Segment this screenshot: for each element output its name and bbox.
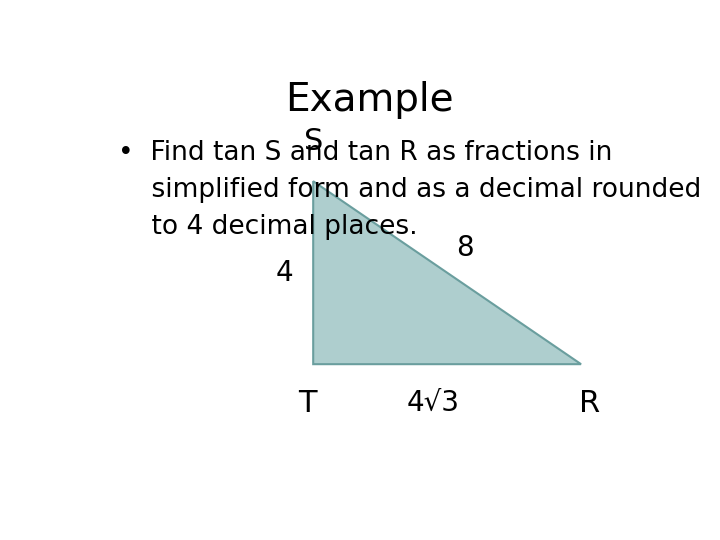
- Text: T: T: [298, 389, 317, 418]
- Text: R: R: [579, 389, 600, 418]
- Text: to 4 decimal places.: to 4 decimal places.: [118, 214, 418, 240]
- Text: •  Find tan S and tan R as fractions in: • Find tan S and tan R as fractions in: [118, 140, 612, 166]
- Text: S: S: [304, 127, 323, 156]
- Text: simplified form and as a decimal rounded: simplified form and as a decimal rounded: [118, 177, 701, 203]
- Polygon shape: [313, 181, 581, 364]
- Text: 8: 8: [456, 234, 474, 262]
- Text: 4: 4: [276, 259, 294, 287]
- Text: 4√3: 4√3: [407, 389, 459, 417]
- Text: Example: Example: [284, 82, 454, 119]
